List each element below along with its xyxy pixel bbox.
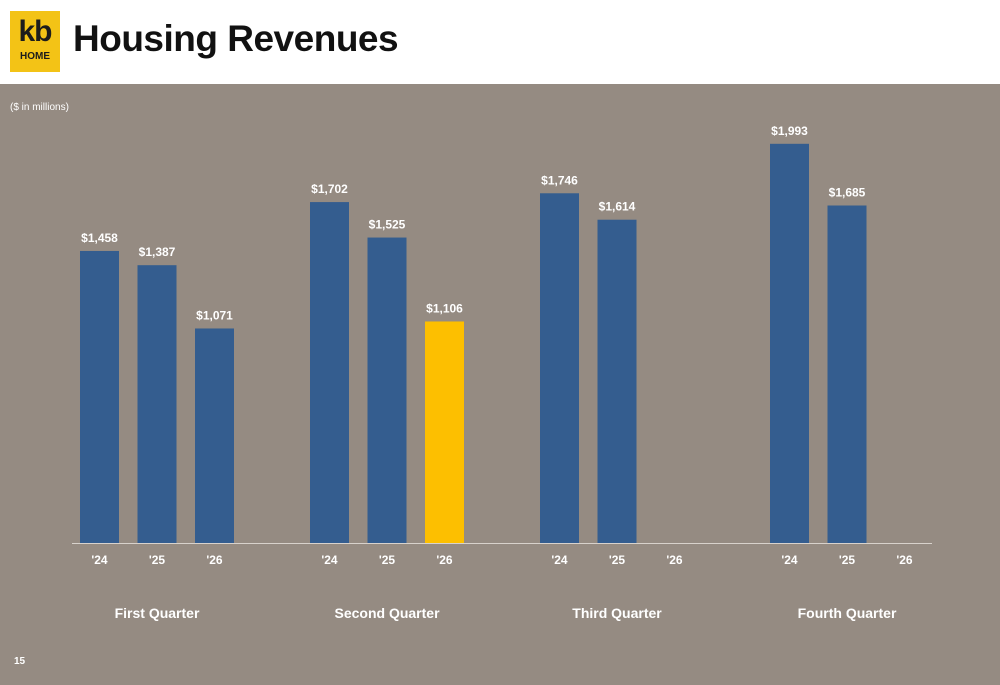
x-tick-label: '25: [379, 553, 396, 567]
data-label: $1,525: [369, 218, 406, 232]
data-label: $1,614: [599, 200, 636, 214]
bar: [597, 219, 637, 543]
group-label: Third Quarter: [572, 605, 662, 621]
data-label: $1,071: [196, 308, 233, 322]
data-label: $1,685: [829, 185, 866, 199]
group-label: First Quarter: [115, 605, 200, 621]
group-label: Second Quarter: [334, 605, 440, 621]
x-tick-label: '25: [839, 553, 856, 567]
x-tick-label: '26: [666, 553, 683, 567]
units-note: ($ in millions): [10, 102, 69, 113]
x-tick-label: '24: [321, 553, 338, 567]
bar: [827, 205, 867, 543]
x-tick-label: '26: [896, 553, 913, 567]
bar: [425, 321, 464, 543]
logo-kb-text: kb: [18, 15, 52, 48]
x-tick-label: '25: [149, 553, 166, 567]
x-tick-label: '26: [436, 553, 453, 567]
group-label: Fourth Quarter: [798, 605, 897, 621]
x-tick-label: '24: [91, 553, 108, 567]
page-number: 15: [14, 656, 26, 667]
data-label: $1,458: [81, 231, 118, 245]
slide-header: kb HOME Housing Revenues: [0, 0, 1000, 84]
bar: [80, 250, 119, 544]
kb-home-logo: kb HOME: [10, 11, 60, 72]
bar: [770, 143, 809, 543]
page-title: Housing Revenues: [73, 18, 399, 59]
data-label: $1,387: [139, 245, 176, 259]
data-label: $1,106: [426, 301, 463, 315]
data-label: $1,746: [541, 173, 578, 187]
bar: [137, 265, 177, 543]
x-tick-label: '24: [781, 553, 798, 567]
data-label: $1,702: [311, 182, 348, 196]
bar: [195, 328, 234, 543]
logo-home-text: HOME: [20, 51, 50, 62]
bar: [367, 237, 407, 544]
housing-revenues-chart: $1,458 '24 $1,387 '25 $1,071 '26 First Quarter…: [72, 124, 932, 621]
bar: [310, 202, 349, 543]
data-label: $1,993: [771, 124, 808, 138]
x-tick-label: '24: [551, 553, 568, 567]
bar: [540, 193, 579, 544]
x-tick-label: '25: [609, 553, 626, 567]
x-tick-label: '26: [206, 553, 223, 567]
